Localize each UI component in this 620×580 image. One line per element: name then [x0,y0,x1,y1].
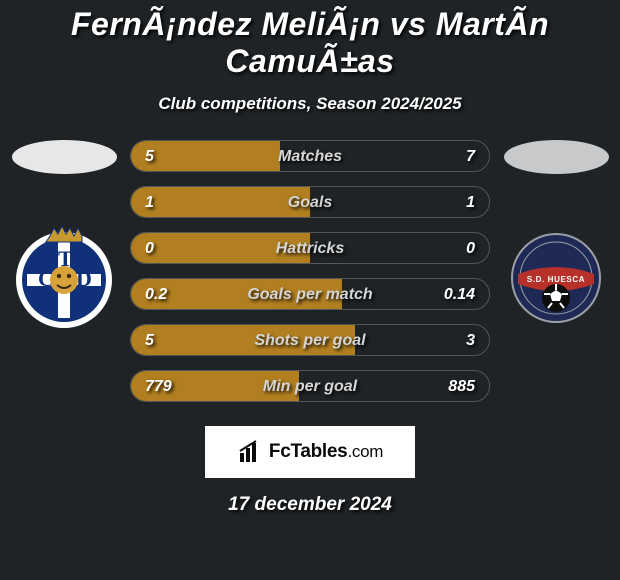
stats-bars: Matches57Goals11Hattricks00Goals per mat… [124,140,496,416]
value-right: 7 [466,141,475,172]
value-left: 5 [145,141,154,172]
huesca-badge-icon: S.D. HUESCA [510,232,602,324]
value-right: 3 [466,325,475,356]
stat-label: Hattricks [131,233,489,264]
player-photo-left-placeholder [12,140,117,174]
svg-text:D: D [76,266,92,291]
snapshot-date: 17 december 2024 [0,494,620,516]
club-badge-left: C T D [14,222,114,334]
value-left: 0 [145,233,154,264]
value-right: 1 [466,187,475,218]
stat-row: Goals per match0.2 0.14 [130,278,490,310]
stat-label: Shots per goal [131,325,489,356]
main-row: C T D Matches57Goals11Hattricks00Goals p… [0,140,620,416]
stat-row: Shots per goal5 3 [130,324,490,356]
bars-icon [237,439,263,465]
svg-text:S.D. HUESCA: S.D. HUESCA [527,275,585,284]
stat-row: Goals1 1 [130,186,490,218]
stat-row: Matches5 7 [130,140,490,172]
logo-text: FcTables.com [269,441,383,463]
stat-label: Matches [131,141,489,172]
fctables-logo: FcTables.com [205,426,415,478]
value-left: 1 [145,187,154,218]
value-left: 0.2 [145,279,167,310]
left-column: C T D [4,140,124,334]
page-title: FernÃ¡ndez MeliÃ¡n vs MartÃ­n CamuÃ±as [0,6,620,80]
right-column: S.D. HUESCA [496,140,616,334]
stat-row: Min per goal779 885 [130,370,490,402]
comparison-card: FernÃ¡ndez MeliÃ¡n vs MartÃ­n CamuÃ±as C… [0,0,620,516]
stat-label: Goals [131,187,489,218]
value-left: 779 [145,371,172,402]
club-badge-right: S.D. HUESCA [506,222,606,334]
stat-label: Min per goal [131,371,489,402]
season-subtitle: Club competitions, Season 2024/2025 [0,94,620,114]
value-right: 0 [466,233,475,264]
value-right: 0.14 [444,279,475,310]
player-photo-right-placeholder [504,140,609,174]
stat-row: Hattricks0 0 [130,232,490,264]
value-left: 5 [145,325,154,356]
stat-label: Goals per match [131,279,489,310]
value-right: 885 [448,371,475,402]
tenerife-badge-icon: C T D [14,222,114,334]
